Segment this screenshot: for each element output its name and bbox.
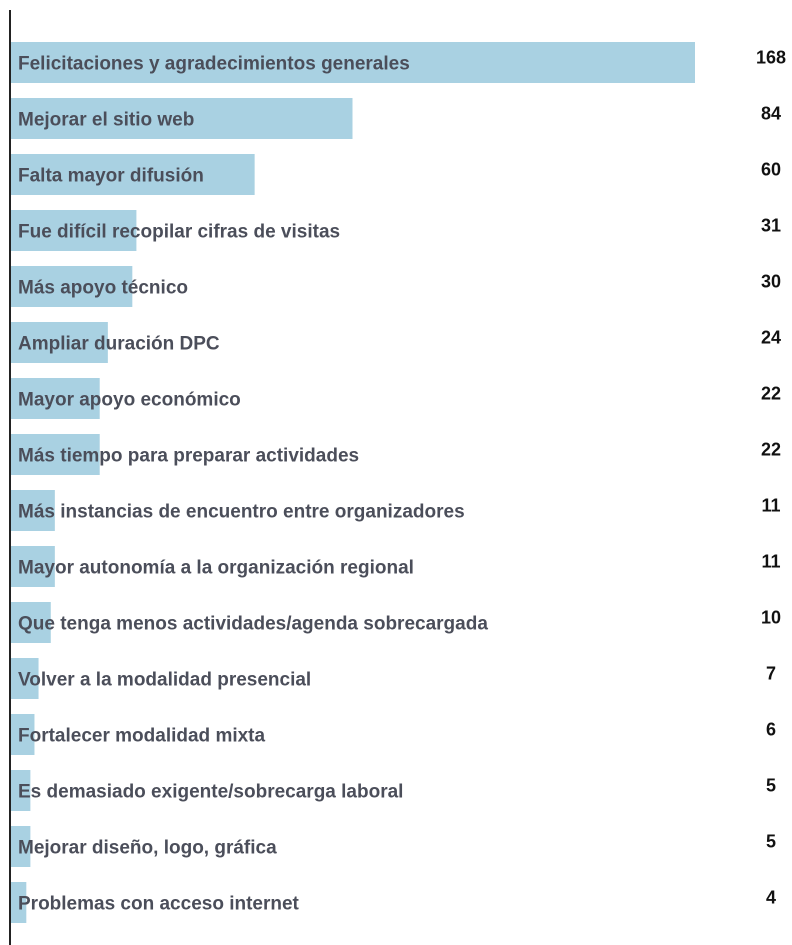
value-label: 24 (761, 327, 781, 347)
category-label: Mejorar el sitio web (18, 110, 194, 131)
bar (10, 266, 133, 307)
value-label: 168 (756, 47, 786, 67)
category-label: Problemas con acceso internet (18, 894, 300, 915)
value-label: 60 (761, 159, 781, 179)
bar (10, 602, 51, 643)
value-label: 10 (761, 607, 781, 627)
value-label: 84 (761, 103, 781, 123)
value-label: 11 (761, 551, 780, 571)
value-label: 31 (761, 215, 781, 235)
value-label: 4 (766, 887, 776, 907)
category-label: Mayor apoyo económico (18, 390, 241, 411)
category-label: Que tenga menos actividades/agenda sobre… (18, 614, 488, 635)
value-label: 22 (761, 439, 781, 459)
bar (10, 882, 27, 923)
category-label: Fortalecer modalidad mixta (18, 726, 266, 747)
category-label: Más apoyo técnico (18, 278, 188, 299)
bar (10, 154, 255, 195)
bar (10, 98, 353, 139)
category-label: Mejorar diseño, logo, gráfica (18, 838, 277, 859)
bar (10, 770, 31, 811)
category-label: Más tiempo para preparar actividades (18, 446, 359, 467)
value-label: 5 (766, 775, 776, 795)
category-label: Volver a la modalidad presencial (18, 670, 311, 691)
value-label: 6 (766, 719, 776, 739)
value-label: 22 (761, 383, 781, 403)
bar (10, 826, 31, 867)
bar (10, 490, 55, 531)
bar (10, 714, 35, 755)
value-label: 30 (761, 271, 781, 291)
bar (10, 434, 100, 475)
bar (10, 210, 137, 251)
category-label: Es demasiado exigente/sobrecarga laboral (18, 782, 403, 803)
category-label: Fue difícil recopilar cifras de visitas (18, 222, 340, 243)
value-label: 7 (766, 663, 776, 683)
category-label: Felicitaciones y agradecimientos general… (18, 54, 410, 75)
bar (10, 322, 108, 363)
value-label: 11 (761, 495, 780, 515)
bar (10, 658, 39, 699)
category-label: Falta mayor difusión (18, 166, 204, 187)
category-label: Más instancias de encuentro entre organi… (18, 502, 465, 523)
category-label: Mayor autonomía a la organización region… (18, 558, 414, 579)
bar (10, 378, 100, 419)
bar (10, 546, 55, 587)
value-label: 5 (766, 831, 776, 851)
category-label: Ampliar duración DPC (18, 334, 220, 355)
bar (10, 42, 695, 83)
